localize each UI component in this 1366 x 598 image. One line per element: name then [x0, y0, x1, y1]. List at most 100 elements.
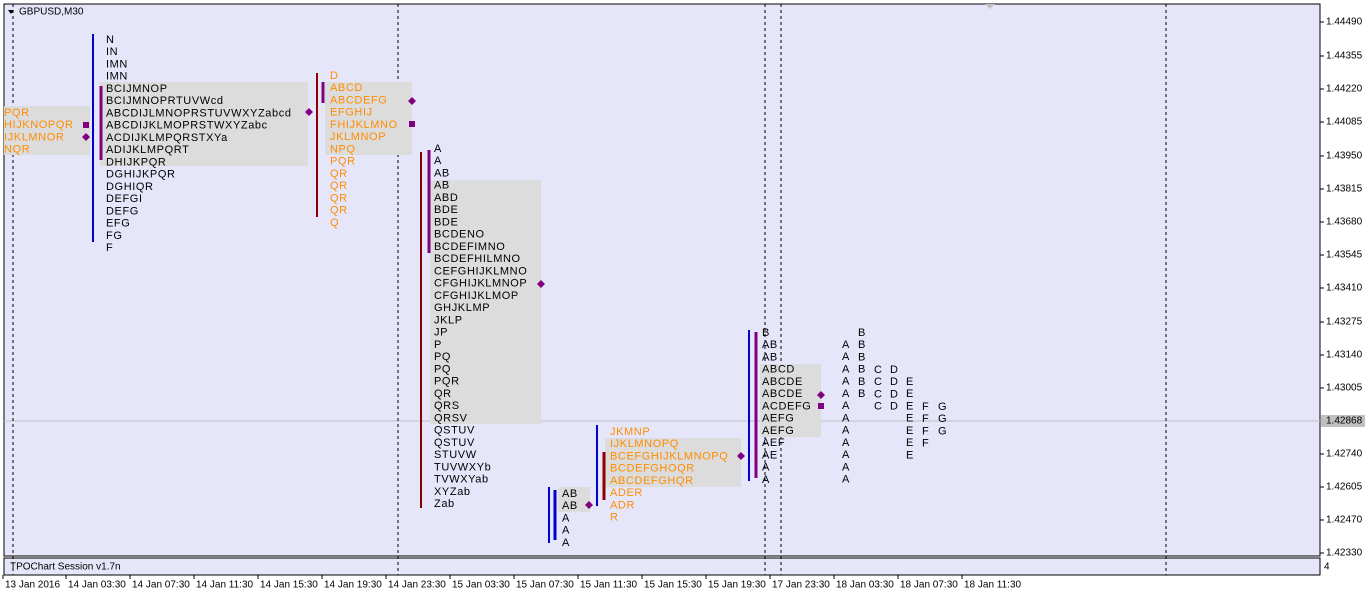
price-label: 1.42605	[1326, 482, 1363, 493]
tpo-letter: A	[842, 437, 850, 449]
tpo-row: QSTUV	[434, 437, 475, 449]
tpo-row: DHIJKPQR	[106, 156, 166, 168]
tpo-row: IJKLMNOPQ	[610, 438, 679, 450]
price-label: 1.43680	[1326, 217, 1363, 228]
session-separators	[12, 4, 1167, 575]
tpo-row: AB	[434, 167, 450, 179]
time-label: 14 Jan 11:30	[196, 580, 254, 591]
price-label: 1.42330	[1326, 548, 1363, 559]
tpo-row: HIJKNOPQR	[4, 119, 74, 131]
tpo-letter: D	[890, 376, 899, 388]
tpo-row: F	[106, 242, 113, 254]
tpo-row: ABCDEFGHQR	[610, 475, 694, 487]
tpo-letter: B	[858, 339, 866, 351]
price-label: 1.43275	[1326, 317, 1363, 328]
time-label: 18 Jan 07:30	[900, 580, 958, 591]
poc-marker	[818, 403, 824, 409]
tpo-letter: C	[874, 364, 883, 376]
tpo-row: PQR	[434, 376, 460, 388]
tpo-row: QR	[330, 205, 348, 217]
tpo-letter: F	[922, 425, 929, 437]
tpo-row: QR	[330, 180, 348, 192]
tpo-row: GHJKLMP	[434, 302, 490, 314]
indicator-scale: 4	[1324, 562, 1330, 573]
tpo-row: IJKLMNOR	[4, 131, 64, 143]
tpo-row: N	[106, 34, 115, 46]
tpo-letter: B	[858, 351, 866, 363]
tpo-letter: D	[890, 388, 899, 400]
tpo-row: D	[330, 70, 339, 82]
tpo-row: XYZab	[434, 486, 471, 498]
poc-marker	[409, 121, 415, 127]
tpo-row: QRS	[434, 400, 460, 412]
tpo-letter: D	[890, 401, 899, 413]
tpo-row: ACDIJKLMPQRSTXYa	[106, 132, 228, 144]
tpo-letter: A	[842, 400, 850, 412]
symbol-title: GBPUSD,M30	[19, 7, 84, 18]
tpo-letter: A	[842, 388, 850, 400]
tpo-row: AB	[762, 351, 778, 363]
tpo-row: ABCD	[762, 364, 795, 376]
tpo-letter: B	[858, 364, 866, 376]
tpo-row: A	[562, 525, 570, 537]
tpo-row: PQ	[434, 351, 451, 363]
indicator-window	[3, 557, 1321, 576]
value-area	[325, 82, 412, 155]
tpo-row: PQ	[434, 363, 451, 375]
tpo-letter: C	[874, 401, 883, 413]
tpo-letter: E	[906, 413, 914, 425]
tpo-letter: E	[906, 437, 914, 449]
price-label: 1.43410	[1326, 283, 1363, 294]
tpo-row: ACDEFG	[762, 400, 811, 412]
poc-marker	[737, 452, 745, 460]
tpo-letter: F	[922, 401, 929, 413]
tpo-letter: E	[906, 376, 914, 388]
tpo-row: IMN	[106, 58, 128, 70]
price-label: 1.43545	[1326, 250, 1363, 261]
tpo-row: ABCDE	[762, 376, 803, 388]
tpo-letter: G	[938, 413, 947, 425]
tpo-row: IN	[106, 46, 118, 58]
price-label: 1.43950	[1326, 151, 1363, 162]
tpo-row: BCDENO	[434, 229, 485, 241]
price-label: 1.43140	[1326, 350, 1363, 361]
tpo-row: AB	[434, 180, 450, 192]
tpo-row: BDE	[434, 216, 458, 228]
time-label: 15 Jan 19:30	[708, 580, 766, 591]
value-area	[605, 438, 741, 487]
tpo-letter: B	[858, 327, 866, 339]
shift-marker[interactable]	[985, 4, 995, 9]
tpo-row: ADER	[610, 487, 643, 499]
tpo-row: AEFG	[762, 413, 794, 425]
price-tag	[1321, 415, 1365, 427]
tpo-letter: E	[906, 425, 914, 437]
tpo-row: BCDEFHILMNO	[434, 253, 521, 265]
tpo-row: BCDEFGHOQR	[610, 463, 695, 475]
time-label: 15 Jan 07:30	[516, 580, 574, 591]
time-label: 13 Jan 2016	[5, 580, 60, 591]
price-label: 1.44355	[1326, 51, 1363, 62]
price-label: 1.43005	[1326, 383, 1363, 394]
time-label: 18 Jan 03:30	[836, 580, 894, 591]
price-label: 1.44220	[1326, 84, 1363, 95]
tpo-row: STUVW	[434, 449, 477, 461]
tpo-row: ABCD	[330, 82, 363, 94]
tpo-row: QR	[330, 168, 348, 180]
tpo-letter: A	[842, 425, 850, 437]
tpo-letter: E	[906, 388, 914, 400]
time-label: 14 Jan 07:30	[132, 580, 190, 591]
poc-marker	[82, 133, 90, 141]
tpo-row: R	[610, 512, 619, 524]
time-label: 14 Jan 03:30	[68, 580, 126, 591]
tpo-row: ABCDIJKLMOPRSTWXYZabc	[106, 120, 268, 132]
time-label: 15 Jan 03:30	[452, 580, 510, 591]
poc-marker	[83, 122, 89, 128]
poc-marker	[537, 280, 545, 288]
tpo-letter: D	[890, 364, 899, 376]
tpo-row: BCIJMNOP	[106, 83, 168, 95]
tpo-row: CEFGHIJKLMNO	[434, 265, 527, 277]
tpo-row: ABCDEFG	[330, 94, 387, 106]
poc-marker	[305, 108, 313, 116]
tpo-letter: E	[906, 400, 914, 412]
